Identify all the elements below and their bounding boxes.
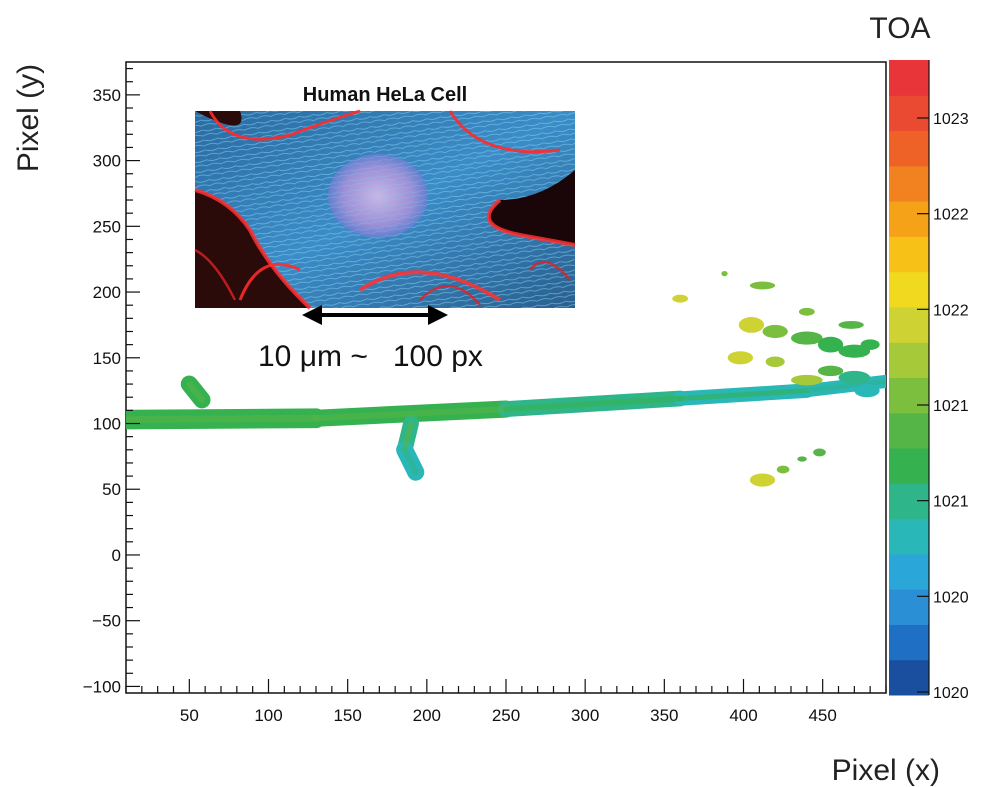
hit-cluster (838, 370, 871, 385)
hit-cluster (672, 294, 689, 303)
colorbar-swatch (889, 201, 929, 237)
y-tick-label: 0 (112, 546, 121, 565)
x-tick-label: 50 (180, 706, 199, 725)
scale-arrow (302, 305, 448, 325)
colorbar-swatch (889, 589, 929, 625)
y-axis: −100 −50 0 50 100 150 200 250 300 350 (83, 67, 140, 696)
y-axis-title: Pixel (y) (12, 64, 45, 172)
x-tick-label: 150 (333, 706, 361, 725)
hit-cluster (765, 356, 785, 367)
colorbar-swatch (889, 412, 929, 449)
track-core (186, 381, 205, 403)
y-tick-label: 350 (93, 86, 121, 105)
colorbar: 1023 1022 1022 1021 1021 1020 1020 (889, 60, 969, 702)
inset-title: Human HeLa Cell (303, 84, 467, 106)
colorbar-tick-label: 1020 (933, 685, 969, 702)
y-tick-label: 150 (93, 349, 121, 368)
hit-cluster (762, 324, 788, 339)
x-axis-title: Pixel (x) (832, 754, 940, 787)
x-tick-label: 200 (413, 706, 441, 725)
colorbar-swatch (889, 448, 929, 484)
track-core (401, 446, 419, 476)
track-core (503, 395, 683, 412)
x-axis: 50 100 150 200 250 300 350 400 450 (125, 679, 887, 725)
hit-cluster (838, 320, 864, 329)
colorbar-swatch (889, 130, 929, 167)
colorbar-swatch (889, 553, 929, 590)
colorbar-tick-label: 1021 (933, 398, 969, 415)
inset-cell-image: Human HeLa Cell (194, 84, 576, 310)
colorbar-swatch (889, 518, 929, 555)
x-tick-label: 250 (492, 706, 520, 725)
hit-cluster (791, 374, 823, 386)
y-tick-label: 300 (93, 152, 121, 171)
y-tick-label: 200 (93, 283, 121, 302)
hit-cluster (749, 473, 776, 487)
hit-cluster (860, 339, 880, 350)
colorbar-swatch (889, 306, 929, 343)
hit-cluster (813, 448, 826, 457)
colorbar-swatch (889, 236, 929, 273)
colorbar-swatch (889, 60, 929, 96)
colorbar-swatch (889, 377, 929, 414)
hit-cluster (791, 331, 823, 345)
track-core (313, 406, 509, 422)
colorbar-swatch (889, 271, 929, 308)
y-tick-label: 100 (93, 415, 121, 434)
colorbar-tick-label: 1022 (933, 302, 969, 319)
colorbar-tick-label: 1020 (933, 589, 969, 606)
hit-cluster (817, 336, 844, 353)
y-tick-label: 250 (93, 217, 121, 236)
track-core (677, 388, 810, 402)
colorbar-swatch (889, 659, 929, 696)
hit-cluster (721, 271, 728, 277)
hit-cluster (854, 384, 880, 398)
x-tick-label: 400 (729, 706, 757, 725)
hit-cluster (738, 317, 765, 333)
hit-cluster (798, 307, 815, 316)
y-tick-label: −100 (83, 677, 121, 696)
colorbar-tick-label: 1023 (933, 111, 969, 128)
hit-cluster (817, 365, 844, 377)
colorbar-swatch (889, 165, 929, 202)
colorbar-tick-label: 1022 (933, 207, 969, 224)
scale-annotation: 10 μm ~ 100 px (258, 340, 483, 373)
track-core (401, 420, 414, 453)
track-layer (126, 271, 886, 487)
hit-cluster (797, 456, 807, 462)
x-tick-label: 350 (650, 706, 678, 725)
colorbar-swatch (889, 342, 929, 378)
y-tick-label: −50 (92, 612, 121, 631)
colorbar-title: TOA (869, 12, 930, 45)
hit-cluster (776, 465, 790, 474)
track-core (804, 379, 886, 393)
colorbar-swatch (889, 95, 929, 132)
hit-cluster (838, 344, 871, 358)
x-tick-label: 450 (808, 706, 836, 725)
track-core (126, 414, 320, 424)
hit-cluster (749, 281, 776, 290)
y-tick-label: 50 (102, 480, 121, 499)
x-tick-label: 300 (571, 706, 599, 725)
x-tick-label: 100 (254, 706, 282, 725)
colorbar-tick-label: 1021 (933, 494, 969, 511)
colorbar-swatch (889, 624, 929, 661)
hit-cluster (727, 351, 753, 365)
